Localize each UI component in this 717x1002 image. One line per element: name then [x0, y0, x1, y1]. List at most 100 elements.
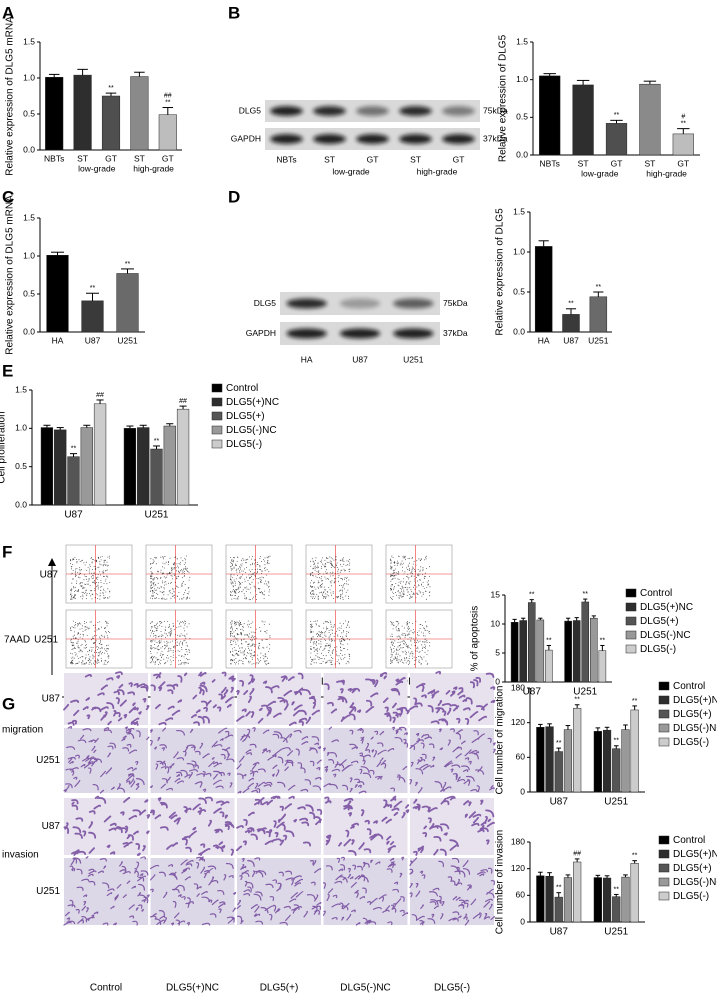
y-tick-label: 120 — [511, 863, 525, 873]
column-label: DLG5(+) — [260, 983, 299, 994]
legend-label: Control — [640, 588, 672, 599]
flow-events — [70, 620, 111, 665]
legend-swatch — [658, 681, 670, 691]
legend-label: DLG5(+) — [640, 616, 679, 627]
blot-band — [339, 328, 381, 339]
row-label: U87 — [42, 694, 61, 705]
significance: ** — [596, 284, 602, 291]
legend-swatch — [658, 849, 670, 859]
significance: ** — [568, 301, 574, 308]
bar — [40, 427, 54, 506]
y-tick-label: 1.0 — [15, 423, 27, 433]
bar — [621, 876, 630, 923]
cell-stain — [149, 727, 235, 793]
row-label: U251 — [36, 886, 60, 897]
y-tick-label: 0.0 — [513, 326, 525, 336]
bar — [527, 602, 536, 683]
panel-letter: C — [2, 187, 14, 206]
y-axis-label: % of apoptosis — [470, 606, 481, 672]
assay-label: invasion — [2, 850, 39, 861]
legend-label: DLG5(+) — [226, 411, 265, 422]
y-tick-label: 0.0 — [23, 326, 35, 336]
panel-letter: F — [2, 542, 12, 561]
band-label: DLG5 — [254, 298, 276, 308]
row-label: U87 — [40, 570, 59, 581]
y-tick-label: 0.0 — [23, 144, 35, 154]
legend-label: DLG5(+)NC — [673, 695, 717, 706]
significance: ** — [71, 445, 77, 452]
bar — [572, 84, 594, 156]
cell-stain — [324, 671, 410, 723]
y-tick-label: 0 — [520, 916, 525, 926]
cell-stain — [323, 726, 409, 794]
bar — [539, 75, 561, 156]
significance: ** — [583, 591, 589, 598]
significance: ** — [108, 85, 114, 92]
x-tick-label: U251 — [604, 797, 628, 808]
cell-stain — [149, 796, 235, 856]
significance: ## — [164, 92, 172, 99]
legend-swatch — [658, 695, 670, 705]
y-tick-label: 1.5 — [513, 206, 525, 216]
bar — [101, 95, 121, 151]
y-axis-label: Cell number of invasion — [495, 830, 506, 935]
legend-swatch — [658, 891, 670, 901]
legend-swatch — [625, 588, 637, 598]
legend-swatch — [211, 383, 223, 393]
cell-stain — [409, 670, 496, 726]
bar — [562, 314, 580, 333]
cell-stain — [236, 795, 323, 852]
legend-label: DLG5(-) — [226, 439, 262, 450]
y-tick-label: 1.5 — [23, 36, 35, 46]
column-label: Control — [90, 983, 122, 994]
blot-band — [270, 134, 303, 144]
y-axis-label: Relative expression of DLG5 — [495, 208, 506, 336]
y-axis-label: Cell number of migration — [495, 686, 506, 795]
legend-swatch — [658, 709, 670, 719]
blot-band — [356, 134, 389, 144]
panel-letter: E — [2, 361, 13, 380]
y-axis-label: Relative expression of DLG5 mRNA — [5, 195, 16, 355]
legend-swatch — [658, 723, 670, 733]
y-tick-label: 1.5 — [15, 384, 27, 394]
bar — [54, 429, 67, 506]
bar — [534, 246, 553, 333]
blot-band — [313, 106, 346, 116]
cell-stain — [409, 728, 496, 794]
x-tick-label: ST — [77, 153, 88, 163]
legend-label: DLG5(-)NC — [673, 877, 717, 888]
bar — [150, 448, 163, 506]
blot-band — [399, 106, 432, 116]
x-tick-label: U87 — [563, 335, 579, 345]
row-label: U87 — [42, 821, 61, 832]
significance: ## — [573, 851, 581, 858]
micrograph — [410, 673, 494, 725]
x-tick-label: HA — [52, 335, 64, 345]
x-tick-label: ST — [644, 158, 655, 168]
bar — [572, 620, 581, 683]
bar — [563, 877, 573, 923]
row-label: U251 — [34, 635, 58, 646]
significance: ** — [681, 120, 687, 127]
x-tick-label: NBTs — [540, 158, 560, 168]
y-tick-label: 1.0 — [513, 246, 525, 256]
y-axis-label: 7AAD — [4, 635, 30, 646]
y-tick-label: 15 — [491, 589, 501, 599]
lane-label: GT — [367, 154, 379, 164]
x-tick-label: ST — [134, 153, 145, 163]
x-tick-label: U251 — [117, 335, 138, 345]
blot-band — [286, 328, 327, 339]
y-tick-label: 1.5 — [516, 36, 528, 46]
y-tick-label: 0.5 — [23, 108, 35, 118]
x-tick-label: U87 — [64, 510, 83, 521]
x-tick-label: U87 — [550, 927, 569, 938]
significance: ** — [90, 285, 96, 292]
y-tick-label: 0 — [520, 786, 525, 796]
bar — [46, 254, 69, 333]
legend-label: DLG5(-)NC — [673, 723, 717, 734]
x-tick-label: GT — [162, 153, 174, 163]
legend-swatch — [658, 863, 670, 873]
flow-events — [230, 555, 271, 600]
bar — [589, 296, 608, 333]
